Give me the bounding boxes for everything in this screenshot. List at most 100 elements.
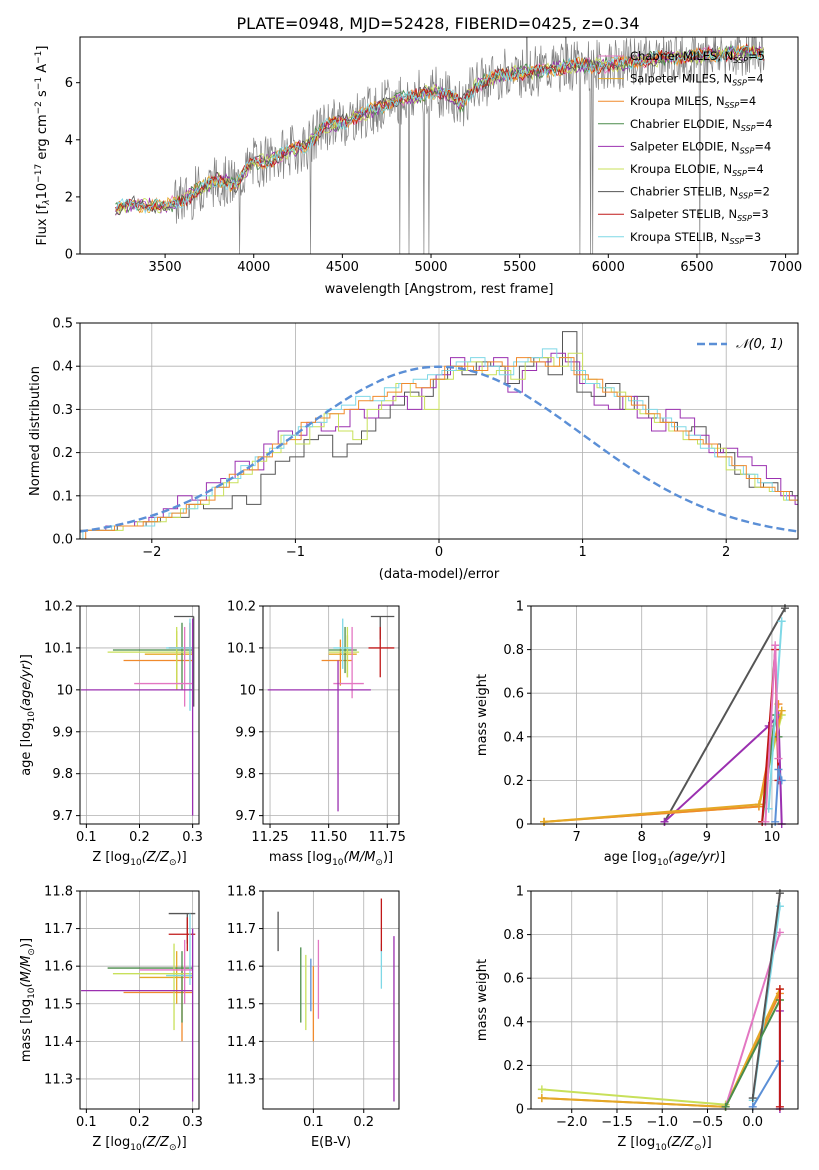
weight-point (748, 1094, 757, 1103)
errorbar-point (174, 615, 195, 707)
legend-label-base: Kroupa ELODIE, N (630, 162, 732, 176)
errorbar-point (333, 618, 353, 669)
model-spectrum (115, 45, 764, 215)
weight-series-line (751, 893, 781, 1099)
legend-label-end: =4 (747, 162, 764, 176)
gaussian-curve (79, 365, 799, 533)
x-tick-label: 0.1 (76, 1115, 97, 1130)
weight-point (771, 641, 780, 650)
xlabel-part: Z [log (92, 850, 130, 865)
y-tick-label: 1 (516, 885, 524, 900)
ylabel-part: ⊙ (27, 948, 37, 956)
axes-frame (262, 605, 400, 825)
residuals-ylabel: Normed distribution (28, 366, 43, 496)
y-tick-label: 0.2 (503, 774, 524, 789)
y-tick-label: 0.4 (503, 730, 524, 745)
ylabel-part: ] (19, 654, 34, 659)
y-tick-label: 10 (56, 683, 73, 698)
legend-label-end: =3 (752, 207, 769, 221)
xlabel-part: ⊙ (375, 858, 383, 868)
legend-label-base: Salpeter ELODIE, N (630, 139, 740, 153)
spectrum-ylabel: Flux [fλ10−17 erg cm−2 s−1 A−1] (34, 46, 52, 246)
y-tick-label: 11.4 (227, 1035, 256, 1050)
mass-weight-vs-metallicity-panel: −2.0 −1.5 −1.0 −0.5 0.0 0 0.2 0.4 0.6 0.8 1 Z [log1… (475, 885, 799, 1153)
weight-point (774, 754, 783, 763)
legend-label-base: Chabrier STELIB, N (630, 185, 738, 199)
legend-label-end: =4 (754, 139, 771, 153)
legend-label-base: Chabrier ELODIE, N (630, 117, 741, 131)
axes-frame (79, 890, 200, 1110)
errorbar-point (370, 615, 395, 640)
errorbar-point (112, 622, 193, 690)
residuals-legend: 𝒩(0, 1) (697, 337, 783, 352)
y-tick-label: 0 (516, 818, 524, 833)
xlabel-part: 10 (130, 1143, 142, 1153)
y-tick-label: 0.4 (52, 360, 73, 375)
xlabel-part: (Z/Z (142, 850, 170, 865)
spectrum-ylabel-exp3: −1 (34, 77, 44, 90)
y-tick-label: 11.3 (44, 1072, 73, 1087)
errorbar-point (81, 928, 194, 1102)
model-spectrum (115, 45, 764, 215)
weight-series-line (663, 607, 786, 823)
y-tick-label: 0.5 (52, 317, 73, 332)
axes-frame (262, 890, 400, 1110)
errorbar-point (166, 913, 193, 985)
residual-histogram (85, 357, 798, 539)
model-spectrum (115, 43, 764, 212)
y-tick-label: 10.2 (227, 600, 256, 615)
residual-histogram (80, 352, 798, 539)
xlabel-label: Z [log10(Z/Z⊙)] (617, 1135, 711, 1153)
xlabel-part: )] (177, 1135, 187, 1150)
x-tick-label: −1.5 (601, 1115, 633, 1130)
legend-label-sub: SSP (732, 169, 747, 178)
ylabel-label: age [log10(age/yr)] (19, 654, 37, 776)
legend-label: Salpeter ELODIE, NSSP=4 (630, 139, 771, 155)
xlabel-part: age [log (604, 850, 657, 865)
y-tick-label: 11.8 (44, 885, 73, 900)
legend-label: Salpeter STELIB, NSSP=3 (630, 207, 769, 223)
legend-label-sub: SSP (725, 101, 740, 110)
xlabel-part: Z [log (92, 1135, 130, 1150)
xlabel-part: )] (383, 850, 393, 865)
x-tick-label: 6500 (680, 260, 713, 275)
xlabel-part: 10 (130, 858, 142, 868)
spectrum-ylabel-mid3: s (35, 90, 50, 101)
weight-series-line (541, 999, 781, 1106)
legend-label-sub: SSP (732, 79, 747, 88)
weight-series-line (767, 621, 783, 809)
x-tick-label: −0.5 (692, 1115, 724, 1130)
y-tick-label: 10.1 (44, 641, 73, 656)
residuals-axes: −2 −1 0 1 2 0.0 0.1 0.2 0.3 0.4 0.5 (52, 317, 730, 561)
y-tick-label: 11.6 (44, 960, 73, 975)
xlabel-part: )] (702, 1135, 712, 1150)
legend-label-base: Salpeter MILES, N (630, 72, 732, 86)
legend-label: Kroupa STELIB, NSSP=3 (630, 230, 761, 246)
xlabel-part: ⊙ (169, 1143, 177, 1153)
residuals-histograms (80, 331, 798, 539)
weight-point (777, 617, 786, 626)
x-tick-label: 9 (703, 830, 711, 845)
x-tick-label: 11.75 (369, 830, 406, 845)
spectrum-ylabel-exp4: −1 (34, 51, 44, 64)
legend-label-end: =4 (747, 72, 764, 86)
errorbar-point (112, 943, 193, 1031)
y-tick-label: 9.8 (235, 767, 256, 782)
axes-frame (530, 605, 799, 825)
y-tick-label: 11.7 (44, 922, 73, 937)
ylabel-part: (M/M (19, 956, 34, 988)
y-tick-label: 0.8 (503, 928, 524, 943)
weight-point (775, 985, 784, 994)
xlabel-part: 10 (332, 858, 344, 868)
ylabel: mass weight (475, 959, 490, 1041)
y-tick-label: 0.6 (503, 972, 524, 987)
y-tick-label: 11.6 (227, 960, 256, 975)
weight-point (537, 1085, 546, 1094)
y-tick-label: 0.4 (503, 1015, 524, 1030)
xlabel-part: 10 (655, 1143, 667, 1153)
x-tick-label: 4500 (326, 260, 359, 275)
weight-point (777, 776, 786, 785)
y-tick-label: 11.7 (227, 922, 256, 937)
y-tick-label: 0.1 (52, 489, 73, 504)
